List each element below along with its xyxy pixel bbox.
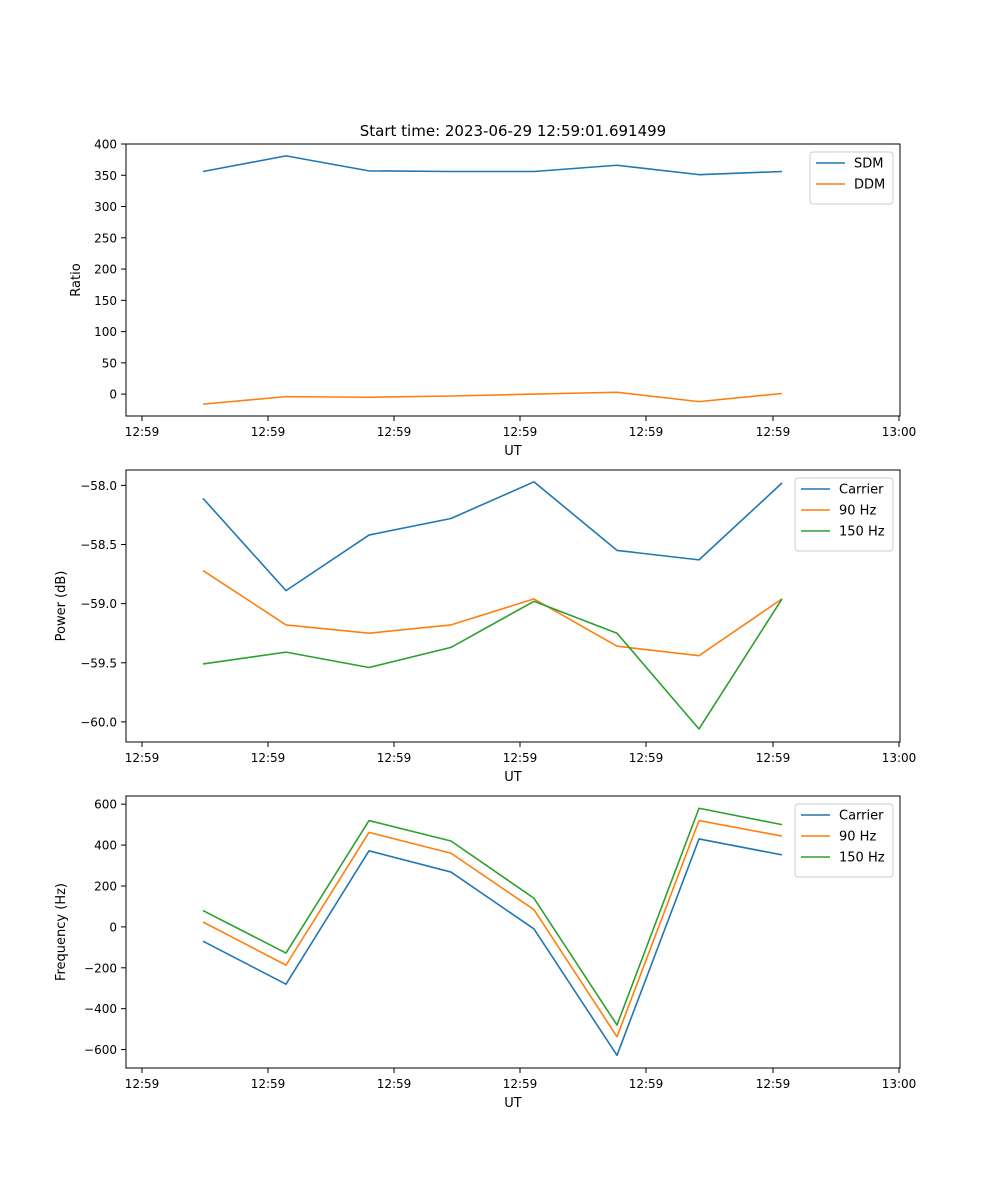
subplot-3: 12:59 12:59 12:59 12:59 12:59 12:59 13:00 −600 −… <box>54 795 917 1111</box>
x-tick-label: 13:00 <box>882 1077 917 1091</box>
y-tick-label: 600 <box>94 798 117 812</box>
series-line-ddm <box>202 391 783 405</box>
x-axis-label: UT <box>504 1096 522 1111</box>
x-tick-label: 12:59 <box>503 425 538 439</box>
y-tick-label: −58.0 <box>80 479 117 493</box>
y-axis-label: Power (dB) <box>54 571 69 642</box>
legend-label: DDM <box>854 178 885 193</box>
axes-frame <box>125 795 901 1069</box>
x-tick-label: 12:59 <box>503 751 538 765</box>
legend-label: Carrier <box>839 809 884 824</box>
y-tick-label: −600 <box>84 1043 117 1057</box>
x-tick-label: 12:59 <box>251 1077 286 1091</box>
y-tick-label: −58.5 <box>80 538 117 552</box>
series-line-sdm <box>202 155 783 176</box>
x-tick-label: 12:59 <box>629 425 664 439</box>
x-tick-label: 12:59 <box>125 1077 160 1091</box>
legend-label: Carrier <box>839 483 884 498</box>
y-axis-label: Ratio <box>69 263 84 296</box>
legend-box <box>794 803 894 878</box>
x-tick-label: 12:59 <box>377 1077 412 1091</box>
y-tick-label: −59.5 <box>80 656 117 670</box>
subplot-1: 12:59 12:59 12:59 12:59 12:59 12:59 13:00 0 50 10… <box>69 138 916 460</box>
subplots: 12:59 12:59 12:59 12:59 12:59 12:59 13:00 0 50 10… <box>54 138 916 1112</box>
y-tick-label: −59.0 <box>80 597 117 611</box>
x-tick-label: 12:59 <box>377 751 412 765</box>
y-tick-label: 200 <box>94 263 117 277</box>
y-tick-label: 0 <box>109 388 117 402</box>
y-tick-label: 400 <box>94 839 117 853</box>
axes-frame <box>125 143 901 417</box>
y-tick-label: 400 <box>94 138 117 152</box>
legend-label: 90 Hz <box>839 830 876 845</box>
series-line-150-hz <box>202 807 783 1026</box>
x-axis-label: UT <box>504 770 522 785</box>
legend-box <box>809 151 894 205</box>
y-tick-label: 350 <box>94 169 117 183</box>
figure-title: Start time: 2023-06-29 12:59:01.691499 <box>360 122 666 140</box>
y-tick-label: 250 <box>94 231 117 245</box>
x-axis-label: UT <box>504 444 522 459</box>
x-tick-label: 12:59 <box>377 425 412 439</box>
y-tick-label: 150 <box>94 294 117 308</box>
x-tick-label: 12:59 <box>503 1077 538 1091</box>
legend-box <box>794 477 894 552</box>
legend-label: SDM <box>854 157 883 172</box>
y-tick-label: 50 <box>102 356 117 370</box>
x-tick-label: 12:59 <box>629 1077 664 1091</box>
legend-label: 150 Hz <box>839 851 885 866</box>
series-line-carrier <box>202 838 783 1057</box>
legend: SDM DDM <box>809 151 894 205</box>
legend-label: 90 Hz <box>839 504 876 519</box>
y-tick-label: −60.0 <box>80 715 117 729</box>
legend: Carrier 90 Hz 150 Hz <box>794 477 894 552</box>
subplot-2: 12:59 12:59 12:59 12:59 12:59 12:59 13:00 −60.0… <box>54 469 917 785</box>
x-tick-label: 12:59 <box>629 751 664 765</box>
x-tick-label: 12:59 <box>756 1077 791 1091</box>
y-tick-label: −200 <box>84 961 117 975</box>
series-line-carrier <box>202 481 783 592</box>
y-tick-label: 200 <box>94 879 117 893</box>
series-line-90-hz <box>202 819 783 1038</box>
axes-frame <box>125 469 901 743</box>
x-tick-label: 12:59 <box>756 751 791 765</box>
x-tick-label: 12:59 <box>251 751 286 765</box>
x-tick-label: 12:59 <box>251 425 286 439</box>
y-tick-label: 0 <box>109 920 117 934</box>
x-tick-label: 12:59 <box>756 425 791 439</box>
x-tick-label: 13:00 <box>882 425 917 439</box>
y-tick-label: 300 <box>94 200 117 214</box>
legend: Carrier 90 Hz 150 Hz <box>794 803 894 878</box>
y-tick-label: 100 <box>94 325 117 339</box>
y-tick-label: −400 <box>84 1002 117 1016</box>
y-axis-label: Frequency (Hz) <box>54 883 69 981</box>
series-line-150-hz <box>202 598 783 730</box>
x-tick-label: 13:00 <box>882 751 917 765</box>
x-tick-label: 12:59 <box>125 751 160 765</box>
legend-label: 150 Hz <box>839 525 885 540</box>
x-tick-label: 12:59 <box>125 425 160 439</box>
series-line-90-hz <box>202 569 783 657</box>
